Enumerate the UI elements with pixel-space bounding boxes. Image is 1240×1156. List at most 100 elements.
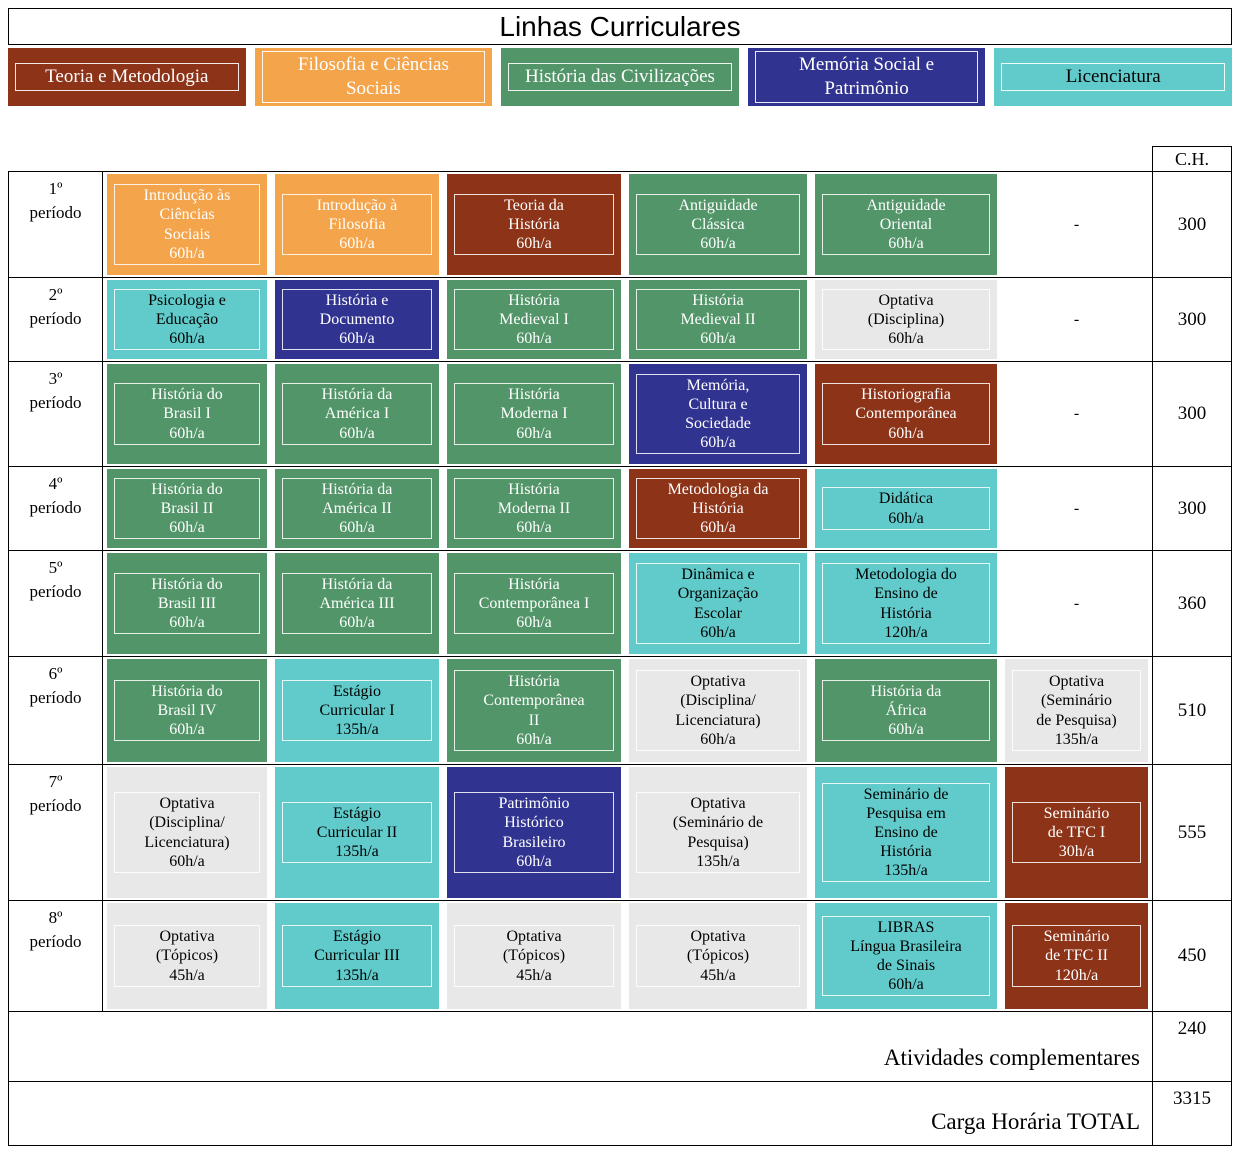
course-block-filosofia: Introdução às Ciências Sociais 60h/a xyxy=(107,174,267,275)
course-cell: Estágio Curricular III 135h/a xyxy=(271,900,443,1011)
header-spacer xyxy=(103,146,271,171)
course-text: História da América III 60h/a xyxy=(282,572,432,635)
period-label: 7º período xyxy=(8,764,103,900)
course-cell: Seminário de TFC II 120h/a xyxy=(1001,900,1152,1011)
period-label: 3º período xyxy=(8,361,103,466)
empty-slot-cell: - xyxy=(1001,550,1152,656)
course-cell: História da América III 60h/a xyxy=(271,550,443,656)
course-block-civilizacoes: História da América III 60h/a xyxy=(275,553,439,654)
course-block-licenciatura: Estágio Curricular III 135h/a xyxy=(275,903,439,1009)
course-text: História Contemporânea II 60h/a xyxy=(454,670,614,751)
legend-item-licenciatura: Licenciatura xyxy=(994,48,1232,106)
course-block-optativa: Optativa (Tópicos) 45h/a xyxy=(629,903,807,1009)
legend-label: Licenciatura xyxy=(1065,66,1161,88)
course-text: História da América I 60h/a xyxy=(282,383,432,445)
ch-value: 450 xyxy=(1152,900,1232,1011)
period-label: 6º período xyxy=(8,656,103,764)
header-spacer xyxy=(271,146,443,171)
legend-label: Memória Social e Patrimônio xyxy=(799,54,935,99)
course-text: Introdução à Filosofia 60h/a xyxy=(282,193,432,256)
course-text: História do Brasil II 60h/a xyxy=(114,477,260,540)
header-spacer xyxy=(625,146,811,171)
course-block-memoria: Patrimônio Histórico Brasileiro 60h/a xyxy=(447,767,621,898)
course-block-licenciatura: Metodologia do Ensino de História 120h/a xyxy=(815,553,997,654)
period-label: 2º período xyxy=(8,277,103,361)
course-block-licenciatura: Seminário de Pesquisa em Ensino de Histó… xyxy=(815,767,997,898)
course-text: Estágio Curricular III 135h/a xyxy=(282,925,432,987)
legend: Teoria e Metodologia Filosofia e Ciências… xyxy=(8,48,1232,106)
course-text: História Medieval II 60h/a xyxy=(636,288,800,351)
course-cell: Memória, Cultura e Sociedade 60h/a xyxy=(625,361,811,466)
course-text: Optativa (Seminário de Pesquisa) 135h/a xyxy=(1012,670,1141,751)
empty-slot-cell: - xyxy=(1001,277,1152,361)
legend-label: Teoria e Metodologia xyxy=(45,66,209,88)
course-block-civilizacoes: História do Brasil IV 60h/a xyxy=(107,659,267,762)
course-text: Antiguidade Clássica 60h/a xyxy=(636,193,800,256)
course-cell: Optativa (Disciplina/ Licenciatura) 60h/… xyxy=(103,764,271,900)
course-text: Optativa (Tópicos) 45h/a xyxy=(114,925,260,987)
legend-item-teoria: Teoria e Metodologia xyxy=(8,48,246,106)
legend-item-border: História das Civilizações xyxy=(508,63,732,91)
curriculum-page: Linhas Curriculares Teoria e Metodologia… xyxy=(8,8,1232,1146)
course-text: Seminário de TFC I 30h/a xyxy=(1012,801,1141,864)
course-cell: História da América I 60h/a xyxy=(271,361,443,466)
course-text: Estágio Curricular I 135h/a xyxy=(282,679,432,742)
course-cell: Optativa (Seminário de Pesquisa) 135h/a xyxy=(1001,656,1152,764)
course-cell: Patrimônio Histórico Brasileiro 60h/a xyxy=(443,764,625,900)
course-block-filosofia: Introdução à Filosofia 60h/a xyxy=(275,174,439,275)
course-cell: História do Brasil IV 60h/a xyxy=(103,656,271,764)
footer-label: Carga Horária TOTAL xyxy=(8,1081,1152,1146)
course-text: Metodologia da História 60h/a xyxy=(636,477,800,540)
course-text: Metodologia do Ensino de História 120h/a xyxy=(822,563,990,644)
course-text: História Moderna II 60h/a xyxy=(454,477,614,540)
legend-item-border: Teoria e Metodologia xyxy=(15,63,239,91)
course-cell: Introdução às Ciências Sociais 60h/a xyxy=(103,171,271,277)
course-text: História do Brasil III 60h/a xyxy=(114,572,260,635)
course-block-civilizacoes: História do Brasil II 60h/a xyxy=(107,469,267,548)
ch-header: C.H. xyxy=(1152,146,1232,171)
course-cell: História e Documento 60h/a xyxy=(271,277,443,361)
course-block-civilizacoes: História Contemporânea II 60h/a xyxy=(447,659,621,762)
course-cell: Optativa (Disciplina) 60h/a xyxy=(811,277,1001,361)
legend-label: Filosofia e Ciências Sociais xyxy=(297,54,449,99)
course-cell: História do Brasil II 60h/a xyxy=(103,466,271,550)
course-text: História Contemporânea I 60h/a xyxy=(454,572,614,635)
course-block-teoria: Teoria da História 60h/a xyxy=(447,174,621,275)
header-spacer xyxy=(1001,146,1152,171)
course-block-optativa: Optativa (Seminário de Pesquisa) 135h/a xyxy=(629,767,807,898)
course-text: História e Documento 60h/a xyxy=(282,288,432,351)
course-text: Estágio Curricular II 135h/a xyxy=(282,801,432,864)
course-cell: História Medieval II 60h/a xyxy=(625,277,811,361)
legend-item-border: Memória Social e Patrimônio xyxy=(754,51,979,103)
course-cell: Seminário de TFC I 30h/a xyxy=(1001,764,1152,900)
course-text: História Medieval I 60h/a xyxy=(454,288,614,351)
course-block-civilizacoes: História do Brasil III 60h/a xyxy=(107,553,267,654)
course-block-optativa: Optativa (Tópicos) 45h/a xyxy=(107,903,267,1009)
course-block-civilizacoes: História Contemporânea I 60h/a xyxy=(447,553,621,654)
course-cell: Teoria da História 60h/a xyxy=(443,171,625,277)
course-cell: Didática 60h/a xyxy=(811,466,1001,550)
course-text: Patrimônio Histórico Brasileiro 60h/a xyxy=(454,792,614,873)
legend-item-civilizacoes: História das Civilizações xyxy=(501,48,739,106)
course-cell: Seminário de Pesquisa em Ensino de Histó… xyxy=(811,764,1001,900)
course-cell: Psicologia e Educação 60h/a xyxy=(103,277,271,361)
course-text: Didática 60h/a xyxy=(822,487,990,530)
course-block-civilizacoes: História da América II 60h/a xyxy=(275,469,439,548)
course-text: Optativa (Disciplina) 60h/a xyxy=(822,288,990,351)
period-label: 5º período xyxy=(8,550,103,656)
course-cell: Metodologia da História 60h/a xyxy=(625,466,811,550)
course-block-civilizacoes: História da América I 60h/a xyxy=(275,364,439,464)
course-cell: Optativa (Tópicos) 45h/a xyxy=(103,900,271,1011)
course-cell: História do Brasil I 60h/a xyxy=(103,361,271,466)
course-block-memoria: Memória, Cultura e Sociedade 60h/a xyxy=(629,364,807,464)
course-block-memoria: História e Documento 60h/a xyxy=(275,280,439,359)
course-cell: Estágio Curricular II 135h/a xyxy=(271,764,443,900)
footer-ch-value: 240 xyxy=(1152,1011,1232,1081)
course-block-civilizacoes: História Moderna II 60h/a xyxy=(447,469,621,548)
course-block-optativa: Optativa (Disciplina/ Licenciatura) 60h/… xyxy=(107,767,267,898)
course-cell: Optativa (Tópicos) 45h/a xyxy=(443,900,625,1011)
course-cell: Dinâmica e Organização Escolar 60h/a xyxy=(625,550,811,656)
course-block-civilizacoes: História da África 60h/a xyxy=(815,659,997,762)
course-block-teoria: Metodologia da História 60h/a xyxy=(629,469,807,548)
header-spacer xyxy=(811,146,1001,171)
